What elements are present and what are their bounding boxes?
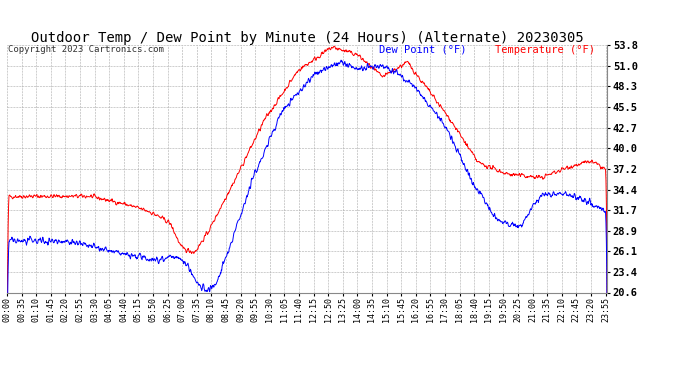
Title: Outdoor Temp / Dew Point by Minute (24 Hours) (Alternate) 20230305: Outdoor Temp / Dew Point by Minute (24 H… [30, 31, 584, 45]
Text: Copyright 2023 Cartronics.com: Copyright 2023 Cartronics.com [8, 45, 164, 54]
Text: Temperature (°F): Temperature (°F) [495, 45, 595, 55]
Text: Dew Point (°F): Dew Point (°F) [379, 45, 466, 55]
